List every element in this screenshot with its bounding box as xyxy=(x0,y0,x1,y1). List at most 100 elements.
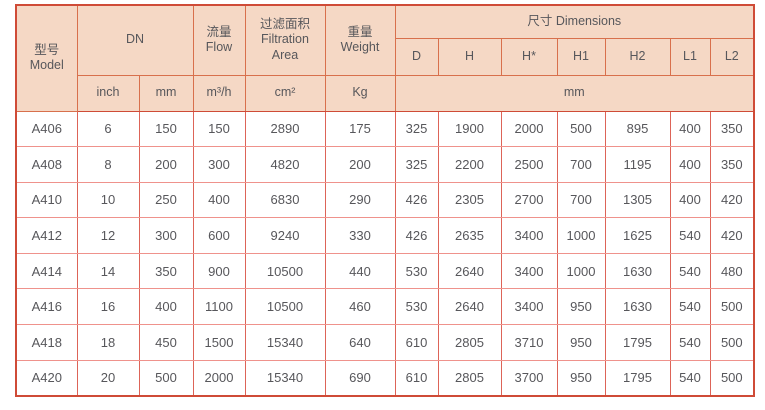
cell: 540 xyxy=(669,217,711,254)
cell: 14 xyxy=(76,252,140,290)
cell: 2000 xyxy=(192,359,246,397)
cell: 9240 xyxy=(244,217,326,254)
cell: 420 xyxy=(709,181,755,219)
cell: 500 xyxy=(709,324,755,361)
cell: 16 xyxy=(76,288,140,326)
cell: 6 xyxy=(76,110,140,148)
table-row: A414 14 350 900 10500 440 530 2640 3400 … xyxy=(15,252,755,290)
table-row: A406 6 150 150 2890 175 325 1900 2000 50… xyxy=(15,110,755,148)
cell: 610 xyxy=(394,359,439,397)
header-model: 型号 Model xyxy=(15,4,78,112)
cell: 10500 xyxy=(244,252,326,290)
cell: 400 xyxy=(669,181,711,219)
cell: 950 xyxy=(556,288,606,326)
cell: 700 xyxy=(556,181,606,219)
unit-inch: inch xyxy=(76,74,140,112)
cell: 426 xyxy=(394,181,439,219)
cell: 3700 xyxy=(500,359,558,397)
header-row-units: inch mm m³/h cm² Kg mm xyxy=(16,74,755,112)
cell: 325 xyxy=(394,110,439,148)
header-dim-l2: L2 xyxy=(709,37,755,76)
cell: 300 xyxy=(192,146,246,183)
cell: 500 xyxy=(709,359,755,397)
cell: 18 xyxy=(76,324,140,361)
cell-model: A420 xyxy=(15,359,78,397)
header-dim-h2: H2 xyxy=(604,37,671,76)
header-dim-d: D xyxy=(394,37,439,76)
cell: 2635 xyxy=(437,217,502,254)
page: 型号 Model DN 流量 Flow 过滤面积 Filtration Area… xyxy=(15,4,756,397)
cell: 460 xyxy=(324,288,396,326)
cell-model: A416 xyxy=(15,288,78,326)
header-model-zh: 型号 xyxy=(34,42,60,57)
cell: 530 xyxy=(394,288,439,326)
table-row: A418 18 450 1500 15340 640 610 2805 3710… xyxy=(15,324,755,361)
cell: 15340 xyxy=(244,324,326,361)
unit-area: cm² xyxy=(244,74,326,112)
unit-dims: mm xyxy=(394,74,755,112)
header-dim-h1: H1 xyxy=(556,37,606,76)
table-row: A416 16 400 1100 10500 460 530 2640 3400… xyxy=(15,288,755,326)
cell: 610 xyxy=(394,324,439,361)
cell: 2700 xyxy=(500,181,558,219)
table-header: 型号 Model DN 流量 Flow 过滤面积 Filtration Area… xyxy=(15,4,755,112)
cell: 4820 xyxy=(244,146,326,183)
cell: 175 xyxy=(324,110,396,148)
cell: 330 xyxy=(324,217,396,254)
cell: 350 xyxy=(709,146,755,183)
cell: 540 xyxy=(669,324,711,361)
cell: 2890 xyxy=(244,110,326,148)
header-row-dims: D H H* H1 H2 L1 L2 xyxy=(16,37,755,76)
cell: 10500 xyxy=(244,288,326,326)
cell: 500 xyxy=(709,288,755,326)
header-dim-h: H xyxy=(437,37,502,76)
cell: 200 xyxy=(138,146,194,183)
cell: 2500 xyxy=(500,146,558,183)
cell: 200 xyxy=(324,146,396,183)
cell: 350 xyxy=(138,252,194,290)
cell-model: A418 xyxy=(15,324,78,361)
cell: 1100 xyxy=(192,288,246,326)
cell: 150 xyxy=(138,110,194,148)
header-dim-l1: L1 xyxy=(669,37,711,76)
cell: 600 xyxy=(192,217,246,254)
cell: 540 xyxy=(669,359,711,397)
cell: 640 xyxy=(324,324,396,361)
header-flow: 流量 Flow xyxy=(192,4,246,76)
cell: 300 xyxy=(138,217,194,254)
spec-table: 型号 Model DN 流量 Flow 过滤面积 Filtration Area… xyxy=(15,4,756,397)
cell: 1900 xyxy=(437,110,502,148)
cell: 12 xyxy=(76,217,140,254)
unit-weight: Kg xyxy=(324,74,396,112)
header-row-top: 型号 Model DN 流量 Flow 过滤面积 Filtration Area… xyxy=(15,4,755,112)
cell: 290 xyxy=(324,181,396,219)
cell: 900 xyxy=(192,252,246,290)
header-model-en: Model xyxy=(29,58,64,73)
cell: 1630 xyxy=(604,252,671,290)
cell: 540 xyxy=(669,252,711,290)
header-weight: 重量 Weight xyxy=(324,4,396,76)
unit-mm: mm xyxy=(138,74,194,112)
cell: 1795 xyxy=(604,324,671,361)
cell: 700 xyxy=(556,146,606,183)
cell: 2305 xyxy=(437,181,502,219)
cell: 3400 xyxy=(500,288,558,326)
cell: 1000 xyxy=(556,252,606,290)
cell: 950 xyxy=(556,359,606,397)
cell: 450 xyxy=(138,324,194,361)
header-area-zh: 过滤面积 xyxy=(259,16,310,31)
cell: 350 xyxy=(709,110,755,148)
cell: 2640 xyxy=(437,288,502,326)
cell: 540 xyxy=(669,288,711,326)
cell: 1000 xyxy=(556,217,606,254)
cell: 690 xyxy=(324,359,396,397)
cell: 400 xyxy=(669,110,711,148)
cell: 150 xyxy=(192,110,246,148)
cell: 500 xyxy=(556,110,606,148)
cell-model: A412 xyxy=(15,217,78,254)
cell: 1795 xyxy=(604,359,671,397)
cell: 10 xyxy=(76,181,140,219)
header-flow-zh: 流量 xyxy=(206,24,232,39)
cell: 325 xyxy=(394,146,439,183)
cell: 530 xyxy=(394,252,439,290)
